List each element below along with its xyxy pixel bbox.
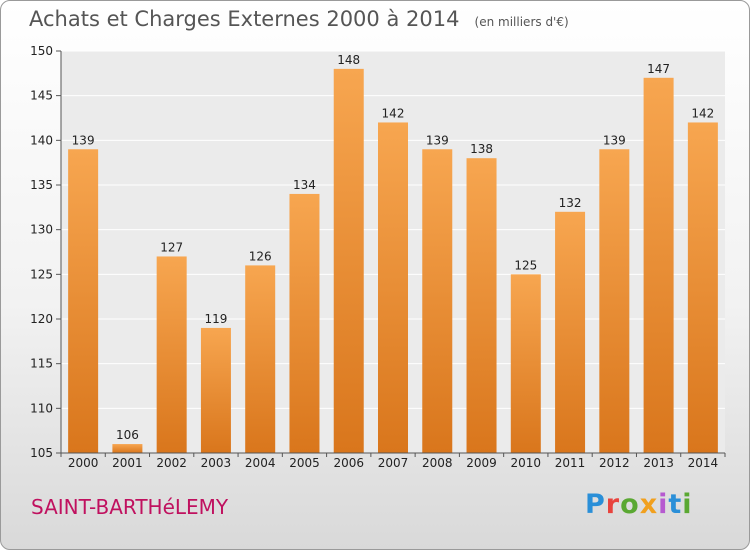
logo-letter: x bbox=[639, 489, 659, 520]
bar bbox=[599, 149, 630, 453]
y-tick-label: 145 bbox=[30, 89, 53, 103]
x-tick-label: 2007 bbox=[378, 456, 409, 470]
chart-title-block: Achats et Charges Externes 2000 à 2014 (… bbox=[29, 7, 569, 31]
bar-value-label: 132 bbox=[559, 196, 582, 210]
bar bbox=[510, 274, 541, 453]
y-tick-label: 120 bbox=[30, 312, 53, 326]
proxiti-logo[interactable]: Proxiti bbox=[585, 489, 693, 520]
bar-value-label: 134 bbox=[293, 178, 316, 192]
x-tick-label: 2003 bbox=[201, 456, 232, 470]
bar bbox=[156, 256, 187, 453]
bar bbox=[245, 265, 276, 453]
y-tick-label: 130 bbox=[30, 223, 53, 237]
city-name: SAINT-BARTHéLEMY bbox=[31, 495, 229, 519]
y-tick-label: 135 bbox=[30, 178, 53, 192]
x-tick-label: 2009 bbox=[466, 456, 497, 470]
x-tick-label: 2008 bbox=[422, 456, 453, 470]
x-axis: 2000 2001 2002 2003 2004 2005 2006 2007 2008 2009… bbox=[60, 453, 726, 470]
bar bbox=[687, 122, 718, 453]
x-tick-label: 2010 bbox=[511, 456, 542, 470]
bar bbox=[333, 68, 364, 453]
chart-unit: (en milliers d'€) bbox=[474, 15, 569, 29]
bar bbox=[112, 444, 143, 453]
bar-labels: 139 106 127 119 126 134 148 142 139 138 125 132 139 1… bbox=[72, 53, 715, 442]
x-tick-label: 2002 bbox=[156, 456, 187, 470]
bar-value-label: 127 bbox=[160, 240, 183, 254]
y-tick-label: 115 bbox=[30, 357, 53, 371]
bar-value-label: 147 bbox=[647, 62, 670, 76]
bar-value-label: 139 bbox=[72, 133, 95, 147]
y-tick-label: 105 bbox=[30, 446, 53, 460]
logo-letter: i bbox=[658, 489, 669, 520]
bars bbox=[68, 68, 718, 454]
bar-value-label: 142 bbox=[691, 106, 714, 120]
x-tick-label: 2013 bbox=[643, 456, 674, 470]
logo-letter: i bbox=[682, 489, 693, 520]
y-tick-label: 150 bbox=[30, 44, 53, 58]
chart-title: Achats et Charges Externes 2000 à 2014 bbox=[29, 7, 460, 31]
y-tick-label: 125 bbox=[30, 267, 53, 281]
bar-value-label: 125 bbox=[514, 258, 537, 272]
bar bbox=[643, 77, 674, 454]
bar-value-label: 106 bbox=[116, 428, 139, 442]
y-tick-label: 110 bbox=[30, 401, 53, 415]
logo-letter: o bbox=[620, 489, 640, 520]
logo-letter: t bbox=[668, 489, 683, 520]
bar-value-label: 139 bbox=[603, 133, 626, 147]
bar-value-label: 126 bbox=[249, 249, 272, 263]
bar bbox=[555, 211, 586, 453]
bar bbox=[466, 158, 497, 453]
logo-letter: r bbox=[605, 489, 621, 520]
x-tick-label: 2004 bbox=[245, 456, 276, 470]
bar bbox=[422, 149, 453, 453]
y-axis: 105 110 115 120 125 130 135 140 145 150 bbox=[30, 44, 725, 460]
bar-value-label: 142 bbox=[382, 106, 405, 120]
bar bbox=[68, 149, 99, 453]
logo-letter: P bbox=[585, 489, 606, 520]
y-tick-label: 140 bbox=[30, 133, 53, 147]
x-tick-label: 2001 bbox=[112, 456, 143, 470]
x-tick-label: 2000 bbox=[68, 456, 99, 470]
bar-value-label: 138 bbox=[470, 142, 493, 156]
x-tick-label: 2006 bbox=[333, 456, 364, 470]
bar-value-label: 119 bbox=[204, 312, 227, 326]
bar-value-label: 139 bbox=[426, 133, 449, 147]
bar bbox=[200, 327, 231, 453]
bar bbox=[289, 193, 320, 453]
x-tick-label: 2011 bbox=[555, 456, 586, 470]
x-tick-label: 2012 bbox=[599, 456, 630, 470]
x-tick-label: 2005 bbox=[289, 456, 320, 470]
bar-value-label: 148 bbox=[337, 53, 360, 67]
x-tick-label: 2014 bbox=[688, 456, 719, 470]
bar bbox=[378, 122, 408, 453]
